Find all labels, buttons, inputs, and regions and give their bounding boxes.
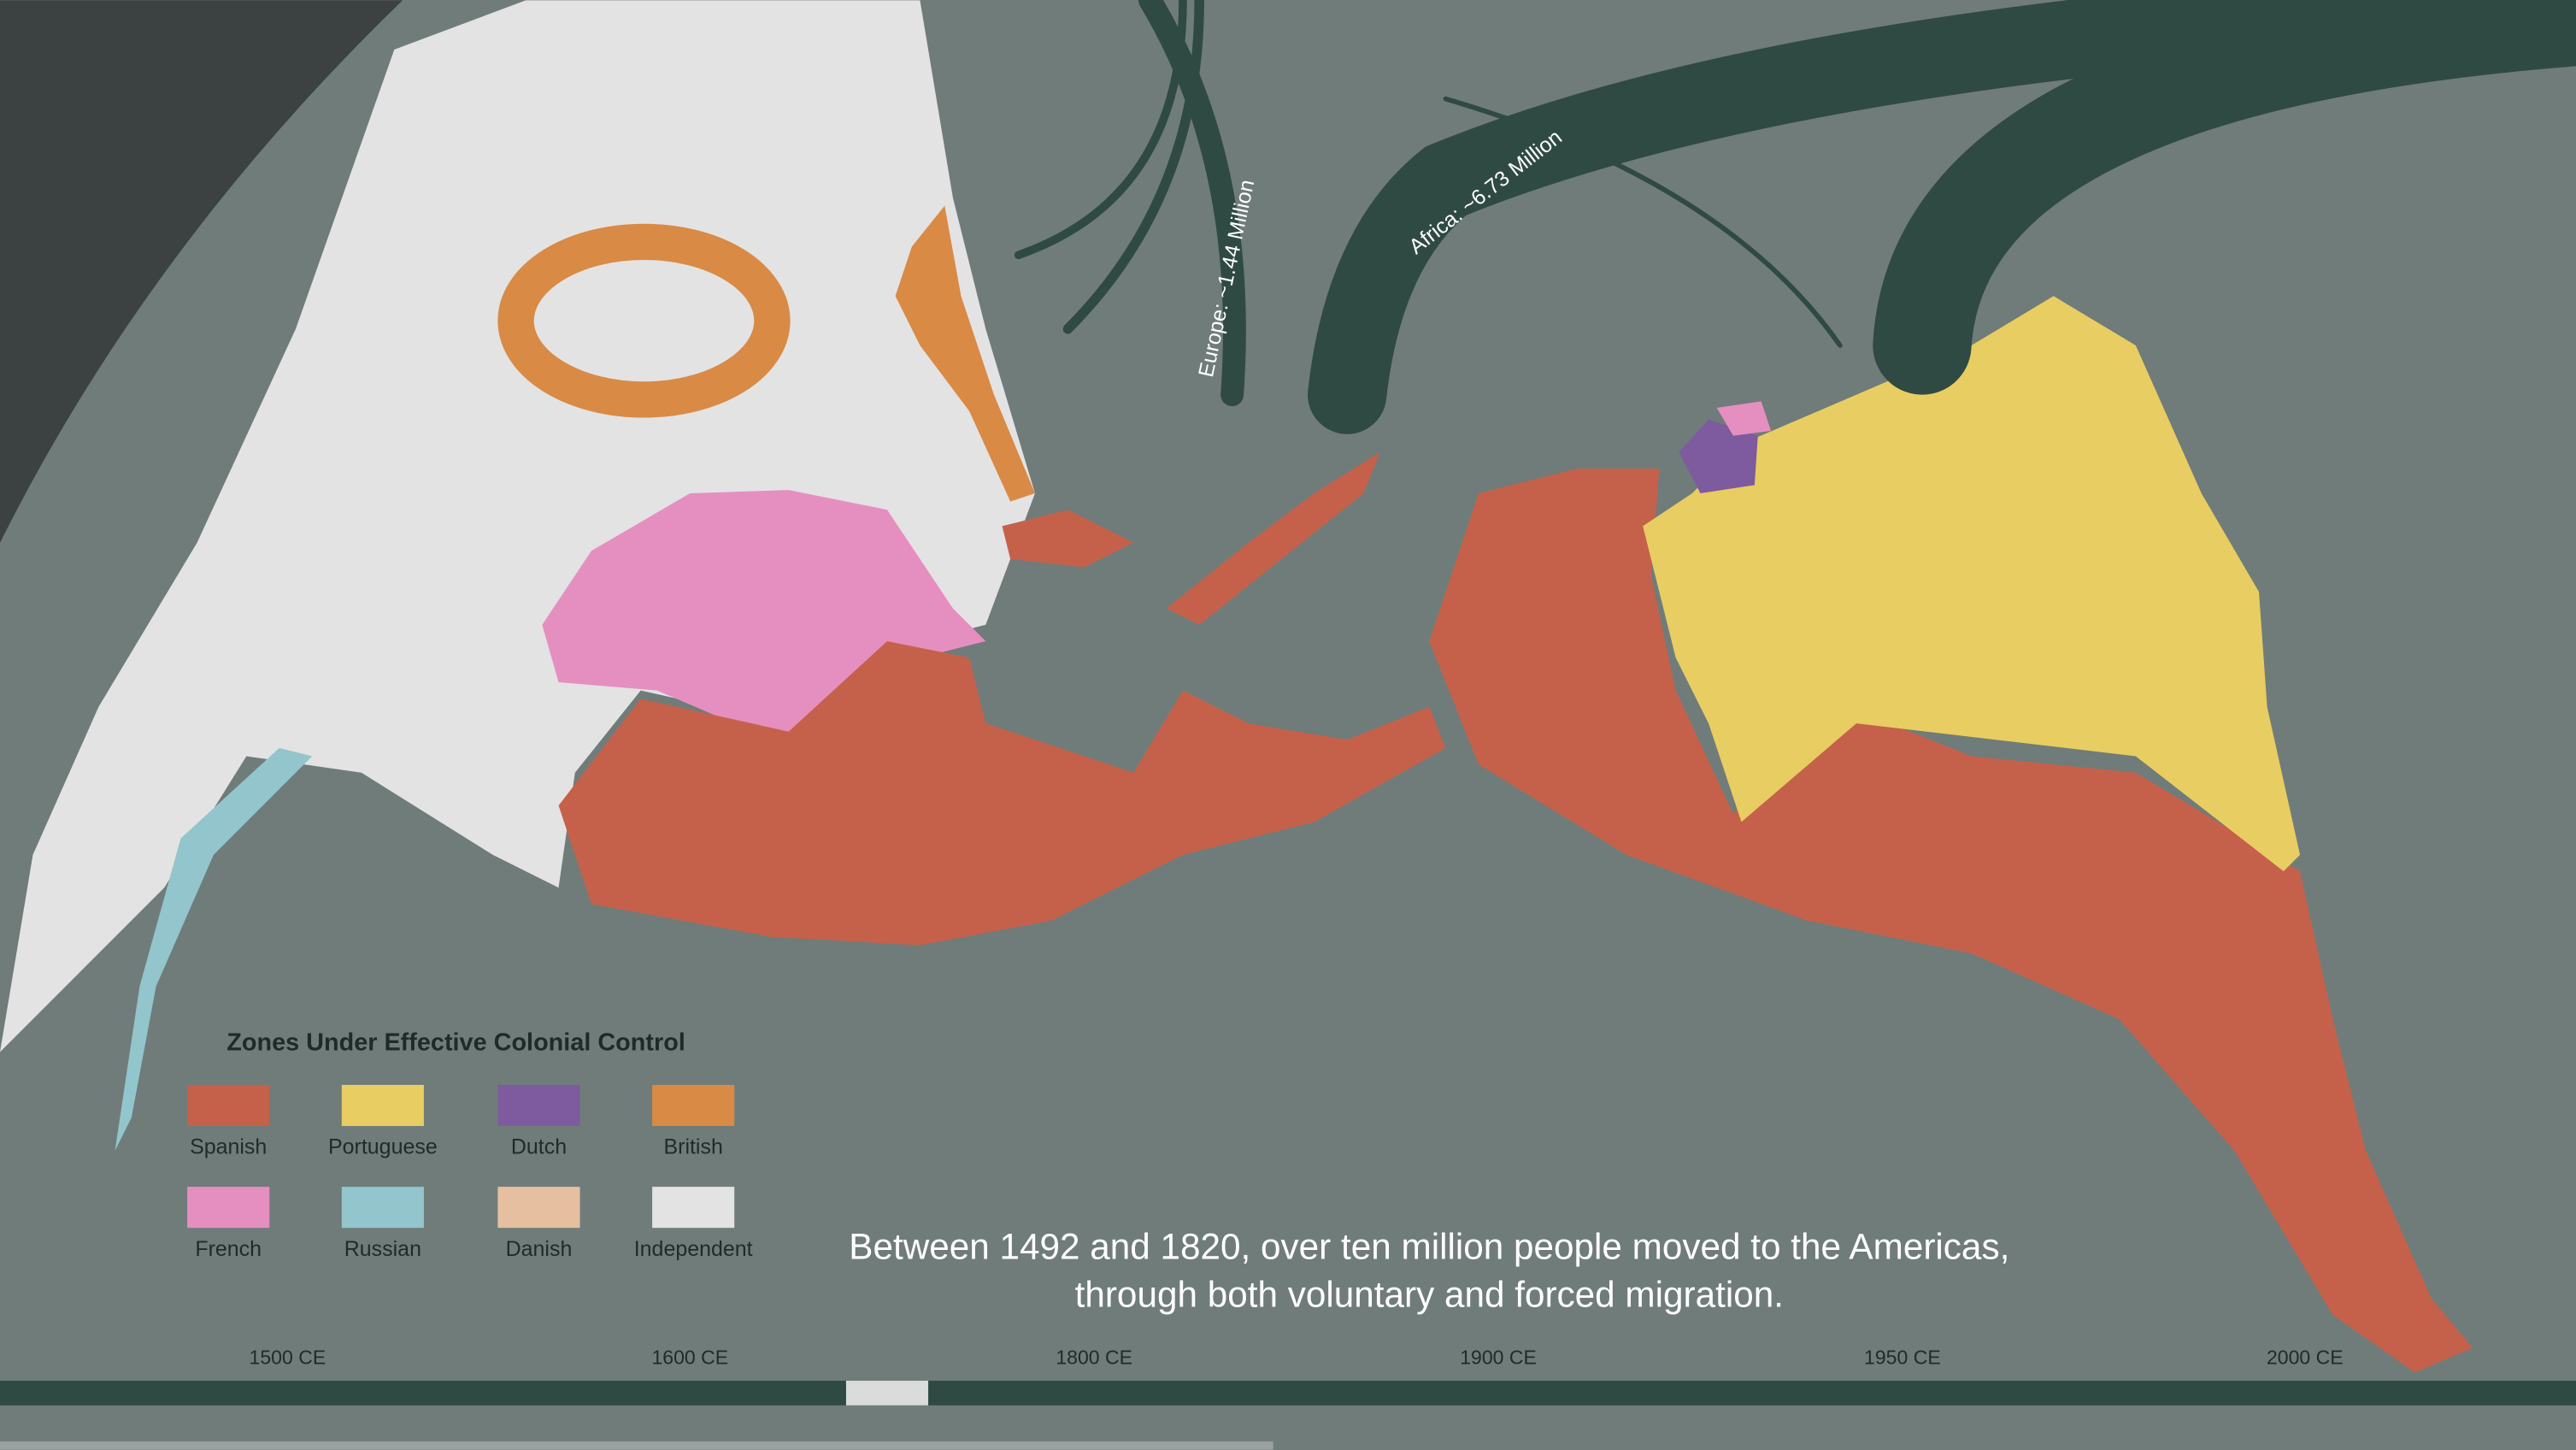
region-portuguese xyxy=(1643,296,2301,872)
legend: Spanish Portuguese Dutch British French Russi… xyxy=(187,1084,753,1261)
progress-bar xyxy=(0,1441,1273,1450)
timeline-labels: 1500 CE 1600 CE 1800 CE 1900 CE 1950 CE 2000 … xyxy=(250,1347,2344,1369)
region-french-guiana xyxy=(1716,401,1772,436)
africa-arrow-brazil xyxy=(1873,0,2576,395)
region-russian xyxy=(115,747,313,1151)
europe-arrow-thin xyxy=(1062,0,1204,334)
legend-label: Spanish xyxy=(190,1135,267,1159)
europe-arrow xyxy=(1138,0,1246,407)
timeline-thumb[interactable] xyxy=(845,1380,929,1406)
caption: through both voluntary and forced migrat… xyxy=(1075,1274,1784,1314)
legend-swatch xyxy=(341,1084,424,1127)
caption: Between 1492 and 1820, over ten million … xyxy=(849,1227,2009,1267)
region-spanish-caribbean xyxy=(1166,451,1380,625)
legend-label: Danish xyxy=(506,1237,573,1261)
legend-label: French xyxy=(195,1237,262,1261)
legend-label: Portuguese xyxy=(328,1135,438,1159)
region-spanish-south xyxy=(1429,469,2473,1373)
legend-label: British xyxy=(663,1135,722,1159)
region-spanish-florida xyxy=(1002,510,1134,568)
region-british-ring xyxy=(497,223,791,418)
legend-label: Dutch xyxy=(511,1135,567,1159)
region-dutch xyxy=(1679,419,1758,493)
region-independent xyxy=(0,0,1035,1052)
space-edge xyxy=(0,0,403,543)
legend-swatch xyxy=(497,1084,580,1127)
timeline-bar[interactable] xyxy=(0,1380,2576,1406)
legend-label: Russian xyxy=(344,1237,421,1261)
timeline-label[interactable]: 1900 CE xyxy=(1460,1347,1537,1369)
timeline-label[interactable]: 1800 CE xyxy=(1056,1347,1132,1369)
legend-swatch xyxy=(652,1084,735,1127)
legend-label: Independent xyxy=(634,1237,753,1261)
timeline-label[interactable]: 1950 CE xyxy=(1864,1347,1941,1369)
timeline-label[interactable]: 1500 CE xyxy=(250,1347,326,1369)
timeline-label[interactable]: 1600 CE xyxy=(651,1347,728,1369)
legend-swatch xyxy=(497,1187,580,1229)
africa-arrow-thin xyxy=(1443,96,1843,348)
legend-swatch xyxy=(187,1084,270,1127)
region-british-coast xyxy=(895,205,1035,502)
legend-title: Zones Under Effective Colonial Control xyxy=(226,1029,685,1057)
europe-arrow-thin xyxy=(1014,0,1187,260)
legend-swatch xyxy=(341,1187,424,1229)
region-spanish-mexico xyxy=(558,640,1446,946)
legend-swatch xyxy=(652,1187,735,1229)
timeline-label[interactable]: 2000 CE xyxy=(2267,1347,2344,1369)
migration-arrows xyxy=(1014,0,2576,434)
legend-swatch xyxy=(187,1187,270,1229)
